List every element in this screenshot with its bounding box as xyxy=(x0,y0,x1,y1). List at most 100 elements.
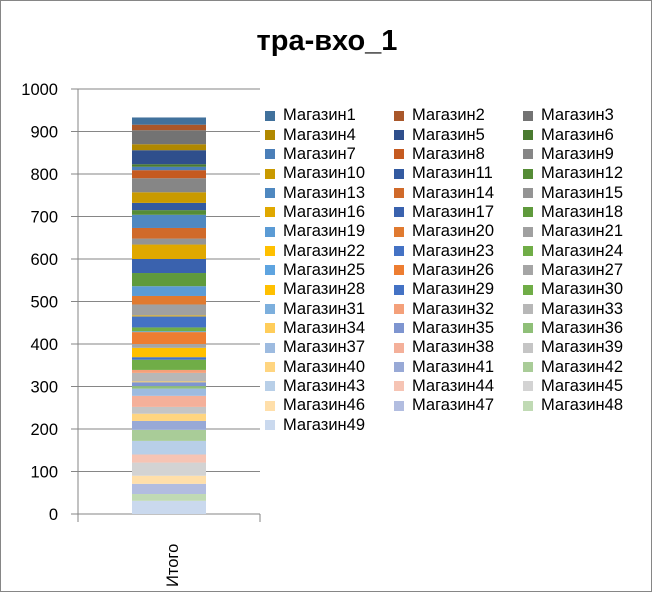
legend-item: Магазин11 xyxy=(394,164,523,183)
legend-swatch-icon xyxy=(265,304,275,315)
bar-segment-Магазин36 xyxy=(132,386,206,389)
legend-item: Магазин39 xyxy=(523,338,651,357)
legend-swatch-icon xyxy=(394,149,404,160)
bar-segment-Магазин48 xyxy=(132,494,206,501)
legend-label: Магазин30 xyxy=(541,280,624,299)
legend-swatch-icon xyxy=(265,149,275,160)
y-tick-label: 800 xyxy=(30,166,58,184)
y-tick-label: 400 xyxy=(30,336,58,354)
legend: Магазин1 Магазин2 Магазин3 Магазин4 Магазин5… xyxy=(265,106,651,435)
legend-item: Магазин34 xyxy=(265,319,394,338)
legend-swatch-icon xyxy=(523,226,533,237)
legend-label: Магазин47 xyxy=(412,396,495,415)
bar-segment-Магазин10 xyxy=(132,192,206,203)
legend-item: Магазин5 xyxy=(394,125,523,144)
legend-swatch-icon xyxy=(394,342,404,353)
legend-label: Магазин23 xyxy=(412,241,495,260)
legend-label: Магазин31 xyxy=(283,299,366,318)
bar-segment-Магазин5 xyxy=(132,150,206,165)
legend-swatch-icon xyxy=(394,284,404,295)
legend-item: Магазин47 xyxy=(394,396,523,415)
legend-item: Магазин4 xyxy=(265,125,394,144)
legend-swatch-icon xyxy=(523,265,533,276)
legend-label: Магазин34 xyxy=(283,318,366,337)
legend-item: Магазин49 xyxy=(265,416,394,435)
bar-segment-Магазин12 xyxy=(132,210,206,215)
bar-segment-Магазин21 xyxy=(132,304,206,316)
legend-label: Магазин1 xyxy=(283,106,356,125)
legend-swatch-icon xyxy=(265,226,275,237)
legend-item: Магазин33 xyxy=(523,299,651,318)
legend-swatch-icon xyxy=(394,168,404,179)
legend-swatch-icon xyxy=(265,265,275,276)
legend-swatch-icon xyxy=(265,130,275,141)
legend-label: Магазин29 xyxy=(412,280,495,299)
legend-swatch-icon xyxy=(394,246,404,257)
legend-label: Магазин43 xyxy=(283,376,366,395)
legend-label: Магазин4 xyxy=(283,125,356,144)
legend-label: Магазин2 xyxy=(412,106,485,125)
y-tick-label: 600 xyxy=(30,251,58,269)
legend-label: Магазин13 xyxy=(283,183,366,202)
legend-label: Магазин42 xyxy=(541,357,624,376)
bar-segment-Магазин8 xyxy=(132,170,206,179)
legend-swatch-icon xyxy=(523,284,533,295)
bar-segment-Магазин44 xyxy=(132,454,206,463)
legend-swatch-icon xyxy=(394,130,404,141)
legend-label: Магазин40 xyxy=(283,357,366,376)
bar-segment-Магазин39 xyxy=(132,406,206,414)
legend-label: Магазин18 xyxy=(541,202,624,221)
legend-label: Магазин27 xyxy=(541,260,624,279)
legend-label: Магазин22 xyxy=(283,241,366,260)
legend-item: Магазин38 xyxy=(394,338,523,357)
legend-swatch-icon xyxy=(394,226,404,237)
bar-segment-Магазин33 xyxy=(132,372,206,382)
bar-segment-Магазин45 xyxy=(132,462,206,476)
legend-swatch-icon xyxy=(523,110,533,121)
legend-swatch-icon xyxy=(523,304,533,315)
legend-item: Магазин25 xyxy=(265,261,394,280)
bar-segment-Магазин42 xyxy=(132,429,206,441)
legend-swatch-icon xyxy=(523,342,533,353)
legend-swatch-icon xyxy=(523,400,533,411)
legend-swatch-icon xyxy=(523,207,533,218)
legend-item: Магазин23 xyxy=(394,241,523,260)
legend-label: Магазин5 xyxy=(412,125,485,144)
legend-label: Магазин3 xyxy=(541,106,614,125)
legend-item: Магазин36 xyxy=(523,319,651,338)
legend-swatch-icon xyxy=(394,304,404,315)
legend-label: Магазин24 xyxy=(541,241,624,260)
legend-swatch-icon xyxy=(265,207,275,218)
legend-item: Магазин20 xyxy=(394,222,523,241)
legend-item: Магазин27 xyxy=(523,260,651,280)
legend-swatch-icon xyxy=(265,381,275,392)
bar-segment-Магазин37 xyxy=(132,388,206,396)
legend-label: Магазин20 xyxy=(412,222,495,241)
bar-segment-Магазин1 xyxy=(132,117,206,125)
legend-label: Магазин48 xyxy=(541,396,624,415)
bar-segment-Магазин23 xyxy=(132,316,206,328)
bar-segment-Магазин3 xyxy=(132,130,206,145)
bar-segment-Магазин15 xyxy=(132,238,206,245)
legend-item: Магазин12 xyxy=(523,164,651,183)
legend-swatch-icon xyxy=(265,420,275,431)
legend-swatch-icon xyxy=(265,168,275,179)
y-tick-label: 500 xyxy=(30,294,58,312)
bar-segment-Магазин20 xyxy=(132,295,206,305)
legend-item: Магазин41 xyxy=(394,357,523,376)
legend-swatch-icon xyxy=(394,323,404,334)
legend-swatch-icon xyxy=(265,323,275,334)
legend-item: Магазин28 xyxy=(265,280,394,299)
legend-swatch-icon xyxy=(523,246,533,257)
legend-swatch-icon xyxy=(523,130,533,141)
legend-item: Магазин16 xyxy=(265,203,394,222)
legend-label: Магазин16 xyxy=(283,202,366,221)
legend-label: Магазин35 xyxy=(412,318,495,337)
legend-swatch-icon xyxy=(394,110,404,121)
legend-item: Магазин45 xyxy=(523,377,651,396)
legend-item: Магазин6 xyxy=(523,125,651,144)
bar-segment-Магазин9 xyxy=(132,178,206,193)
legend-label: Магазин15 xyxy=(541,183,624,202)
chart-title: тра-вхо_1 xyxy=(256,25,398,57)
